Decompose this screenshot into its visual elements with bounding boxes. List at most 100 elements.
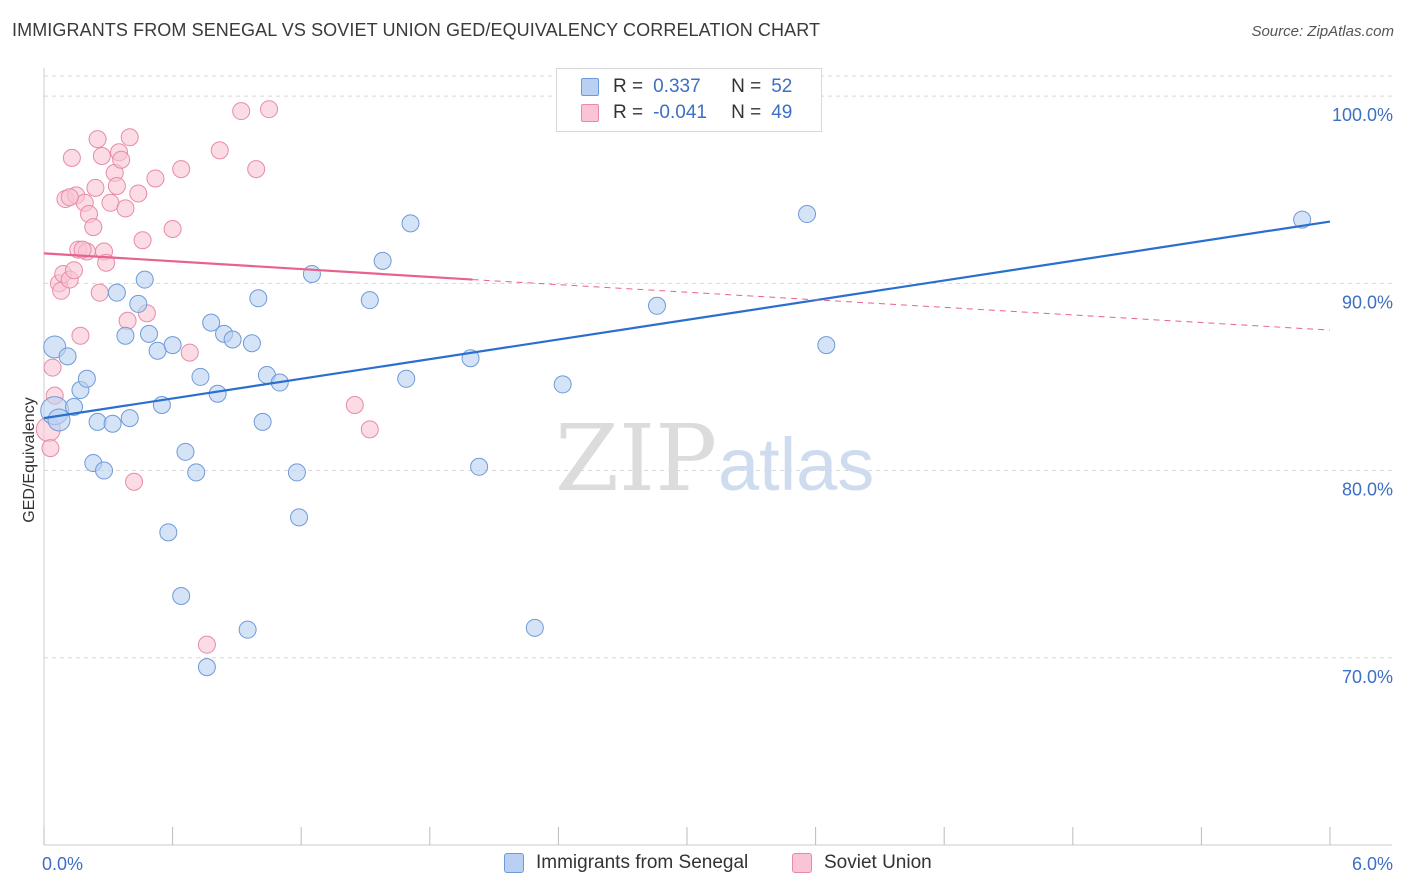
legend-item-senegal: Immigrants from Senegal — [504, 852, 748, 874]
trend-line — [43, 252, 473, 281]
data-point — [647, 296, 666, 315]
source-label: Source: ZipAtlas.com — [1251, 23, 1394, 40]
y-tick-label: 90.0% — [1342, 292, 1393, 312]
data-point — [260, 100, 279, 119]
legend-r-label: R = — [613, 76, 644, 97]
data-point — [172, 160, 191, 179]
data-point — [187, 463, 206, 482]
gridlines — [44, 75, 1392, 659]
data-point — [95, 461, 114, 480]
data-point — [65, 261, 84, 280]
data-point — [242, 334, 261, 353]
data-point — [302, 264, 321, 283]
data-point — [553, 375, 572, 394]
x-tick-label: 6.0% — [1352, 854, 1393, 874]
trend-lines — [43, 220, 1331, 420]
data-point — [62, 148, 81, 167]
data-point — [238, 620, 257, 639]
trend-line — [43, 220, 1331, 420]
legend-label-senegal: Immigrants from Senegal — [536, 852, 749, 873]
data-point — [373, 251, 392, 270]
data-point — [197, 635, 216, 654]
y-tick-label: 80.0% — [1342, 480, 1393, 500]
data-point — [401, 214, 420, 233]
data-point — [360, 291, 379, 310]
data-point — [163, 220, 182, 239]
data-point — [253, 412, 272, 431]
data-point — [247, 160, 266, 179]
data-point — [345, 396, 364, 415]
data-point — [120, 128, 139, 147]
axes — [43, 68, 1392, 846]
data-point — [116, 326, 135, 345]
legend-r-value: 0.337 — [653, 76, 701, 97]
data-point — [88, 412, 107, 431]
data-point — [84, 218, 103, 237]
y-tick-label: 70.0% — [1342, 667, 1393, 687]
data-point — [208, 384, 227, 403]
data-point — [129, 184, 148, 203]
data-point — [232, 102, 251, 121]
legend-swatch-senegal — [581, 78, 599, 96]
data-point — [290, 508, 309, 527]
data-point — [43, 358, 62, 377]
data-point — [116, 199, 135, 218]
data-point — [287, 463, 306, 482]
trend-line-extension — [472, 279, 1331, 331]
data-point — [133, 231, 152, 250]
data-point — [525, 618, 544, 637]
legend-n-value: 52 — [771, 76, 793, 97]
series-senegal-points — [40, 87, 1312, 677]
data-point — [107, 283, 126, 302]
data-point — [172, 586, 191, 605]
correlation-legend: R = 0.337 N = 52 R = -0.041 N = 49 — [556, 68, 822, 132]
data-point — [92, 146, 111, 165]
data-point — [103, 414, 122, 433]
data-point — [112, 150, 131, 169]
data-point — [148, 341, 167, 360]
data-point — [249, 289, 268, 308]
data-point — [202, 313, 221, 332]
data-point — [71, 326, 90, 345]
data-point — [65, 397, 84, 416]
data-point — [210, 141, 229, 160]
data-point — [118, 311, 137, 330]
legend-swatch-soviet — [581, 104, 599, 122]
tick-labels: 70.0% 80.0% 90.0% 100.0% 0.0% 6.0% — [42, 105, 1393, 874]
data-point — [1293, 210, 1312, 229]
data-point — [129, 294, 148, 313]
data-point — [397, 369, 416, 388]
data-point — [146, 169, 165, 188]
data-point — [223, 330, 242, 349]
y-tick-label: 100.0% — [1332, 105, 1393, 125]
data-point — [163, 336, 182, 355]
data-point — [120, 409, 139, 428]
data-point — [77, 369, 96, 388]
legend-row-soviet: R = -0.041 N = 49 — [581, 101, 792, 125]
data-point — [47, 408, 71, 432]
data-point — [159, 523, 178, 542]
data-point — [86, 178, 105, 197]
watermark-atlas: atlas — [718, 423, 874, 506]
data-point — [107, 176, 126, 195]
legend-label-soviet: Soviet Union — [824, 852, 932, 873]
data-point — [101, 193, 120, 212]
data-point — [180, 343, 199, 362]
data-point — [798, 205, 817, 224]
series-soviet-union-points — [35, 100, 379, 654]
data-point — [73, 240, 92, 259]
data-point — [176, 442, 195, 461]
series-legend: Immigrants from Senegal Soviet Union — [0, 852, 1406, 876]
legend-r-value: -0.041 — [653, 102, 707, 123]
data-point — [191, 367, 210, 386]
data-point — [88, 130, 107, 149]
data-point — [470, 457, 489, 476]
legend-n-label: N = — [731, 102, 762, 123]
watermark: ZIP atlas — [555, 405, 874, 512]
data-point — [125, 472, 144, 491]
data-point — [60, 188, 79, 207]
legend-swatch-soviet — [792, 853, 812, 873]
legend-r-label: R = — [613, 102, 644, 123]
legend-item-soviet: Soviet Union — [792, 852, 932, 874]
